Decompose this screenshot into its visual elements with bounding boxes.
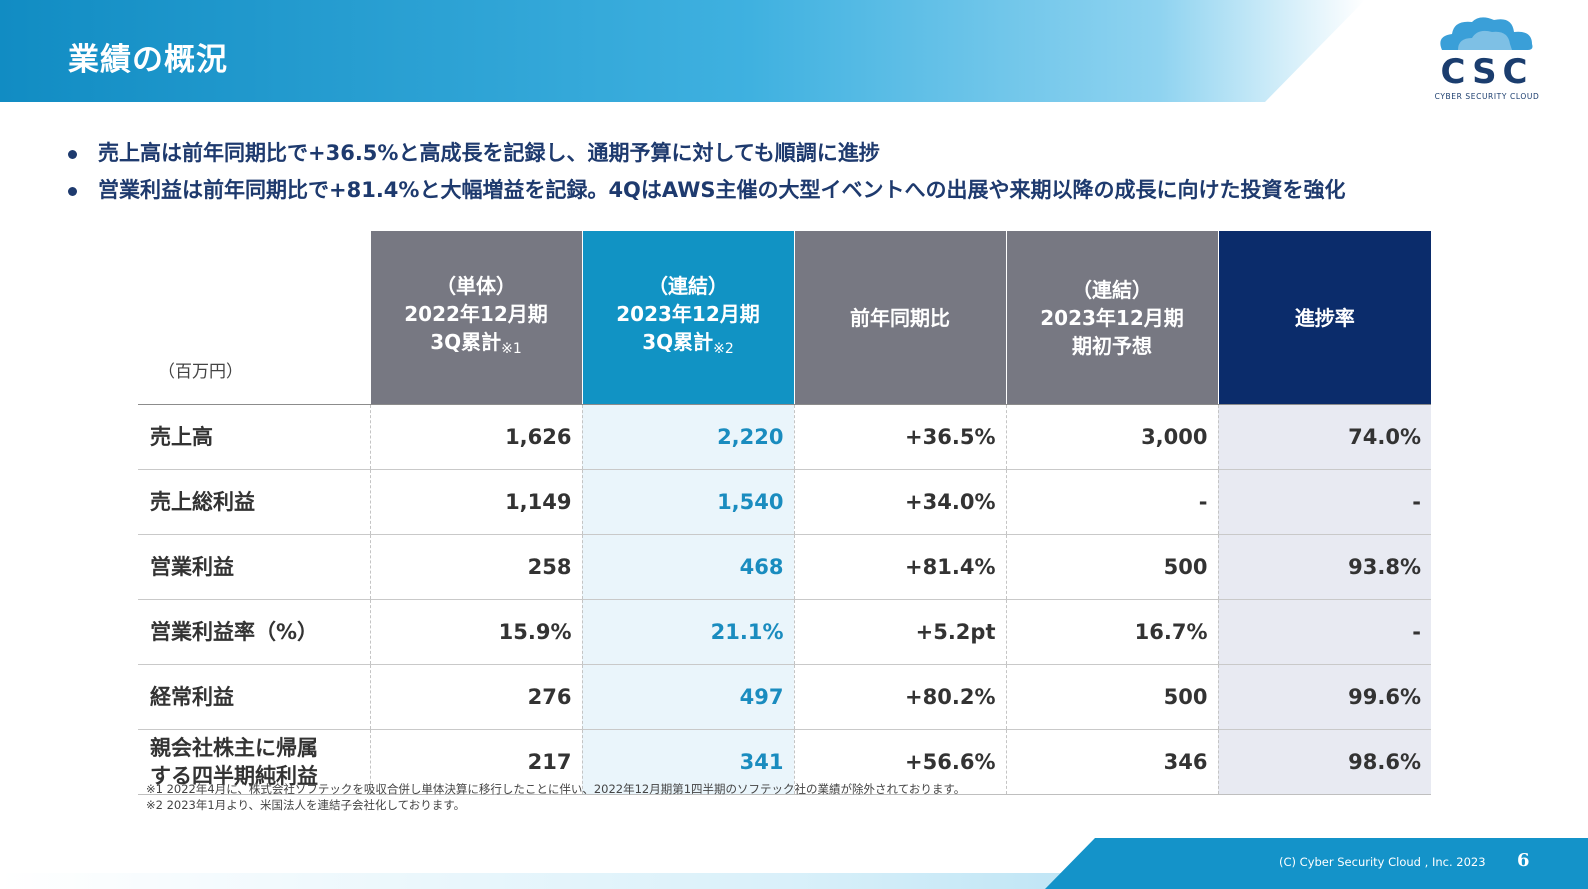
cell-progress: 93.8% — [1217, 534, 1431, 600]
cell-2022: 258 — [369, 534, 582, 600]
cell-forecast: 3,000 — [1005, 404, 1218, 470]
column-header-progress: 進捗率 — [1217, 231, 1431, 405]
row-label: 営業利益率（%） — [138, 599, 370, 665]
table-row: 売上高 1,626 2,220 +36.5% 3,000 74.0% — [138, 404, 1431, 470]
cell-yoy: +34.0% — [793, 469, 1006, 535]
page-title: 業績の概況 — [68, 42, 228, 78]
cell-forecast: 346 — [1005, 729, 1218, 795]
table-row: 経常利益 276 497 +80.2% 500 99.6% — [138, 664, 1431, 730]
column-header-forecast: （連結） 2023年12月期 期初予想 — [1005, 231, 1218, 405]
table-row: 売上総利益 1,149 1,540 +34.0% - - — [138, 469, 1431, 535]
cell-2022: 217 — [369, 729, 582, 795]
row-label: 売上総利益 — [138, 469, 370, 535]
cell-yoy: +5.2pt — [793, 599, 1006, 665]
table-row: 営業利益率（%） 15.9% 21.1% +5.2pt 16.7% - — [138, 599, 1431, 665]
cell-progress: 98.6% — [1217, 729, 1431, 795]
cell-2022: 1,149 — [369, 469, 582, 535]
footer-background — [0, 838, 1588, 889]
header-background — [0, 0, 1365, 102]
cell-2023: 468 — [581, 534, 794, 600]
cell-progress: - — [1217, 599, 1431, 665]
cell-forecast: 16.7% — [1005, 599, 1218, 665]
cell-forecast: - — [1005, 469, 1218, 535]
column-header-yoy: 前年同期比 — [793, 231, 1006, 405]
cell-2023: 2,220 — [581, 404, 794, 470]
cell-yoy: +56.6% — [793, 729, 1006, 795]
cell-2023: 21.1% — [581, 599, 794, 665]
results-table: （百万円） （単体） 2022年12月期 3Q累計※1 （連結） 2023年12… — [138, 231, 1431, 795]
cell-forecast: 500 — [1005, 534, 1218, 600]
copyright-text: (C) Cyber Security Cloud , Inc. 2023 — [1279, 855, 1486, 869]
row-label: 売上高 — [138, 404, 370, 470]
logo-letters: CSC — [1440, 52, 1534, 92]
cell-progress: 99.6% — [1217, 664, 1431, 730]
unit-label: （百万円） — [138, 231, 370, 405]
table-header-row: （百万円） （単体） 2022年12月期 3Q累計※1 （連結） 2023年12… — [138, 231, 1431, 405]
cell-2022: 15.9% — [369, 599, 582, 665]
cell-2023: 341 — [581, 729, 794, 795]
cell-yoy: +80.2% — [793, 664, 1006, 730]
cell-yoy: +81.4% — [793, 534, 1006, 600]
footnote-2: ※2 2023年1月より、米国法人を連結子会社化しております。 — [146, 798, 466, 812]
row-label: 営業利益 — [138, 534, 370, 600]
bullet-dot-icon — [68, 150, 77, 159]
cloud-icon — [1440, 17, 1533, 50]
cell-progress: 74.0% — [1217, 404, 1431, 470]
column-header-2022-3q: （単体） 2022年12月期 3Q累計※1 — [369, 231, 582, 405]
bullet-item: 営業利益は前年同期比で+81.4%と大幅増益を記録。4QはAWS主催の大型イベン… — [68, 175, 1346, 212]
cell-2022: 276 — [369, 664, 582, 730]
summary-bullets: 売上高は前年同期比で+36.5%と高成長を記録し、通期予算に対しても順調に進捗 … — [68, 138, 1346, 212]
company-logo: CSC CYBER SECURITY CLOUD — [1428, 14, 1548, 104]
page-number: 6 — [1517, 850, 1530, 871]
cell-progress: - — [1217, 469, 1431, 535]
cell-forecast: 500 — [1005, 664, 1218, 730]
cell-2023: 497 — [581, 664, 794, 730]
bullet-item: 売上高は前年同期比で+36.5%と高成長を記録し、通期予算に対しても順調に進捗 — [68, 138, 1346, 175]
row-label: 経常利益 — [138, 664, 370, 730]
cell-yoy: +36.5% — [793, 404, 1006, 470]
header-band: 業績の概況 — [0, 0, 1588, 102]
footnotes: ※1 2022年4月に、株式会社ソフテックを吸収合併し単体決算に移行したことに伴… — [146, 781, 965, 813]
cell-2023: 1,540 — [581, 469, 794, 535]
table-row: 親会社株主に帰属 する四半期純利益 217 341 +56.6% 346 98.… — [138, 729, 1431, 795]
cell-2022: 1,626 — [369, 404, 582, 470]
logo-subtitle: CYBER SECURITY CLOUD — [1434, 92, 1540, 101]
column-header-2023-3q: （連結） 2023年12月期 3Q累計※2 — [581, 231, 794, 405]
footnote-1: ※1 2022年4月に、株式会社ソフテックを吸収合併し単体決算に移行したことに伴… — [146, 782, 966, 796]
row-label: 親会社株主に帰属 する四半期純利益 — [138, 729, 370, 795]
table-row: 営業利益 258 468 +81.4% 500 93.8% — [138, 534, 1431, 600]
bullet-dot-icon — [68, 187, 77, 196]
